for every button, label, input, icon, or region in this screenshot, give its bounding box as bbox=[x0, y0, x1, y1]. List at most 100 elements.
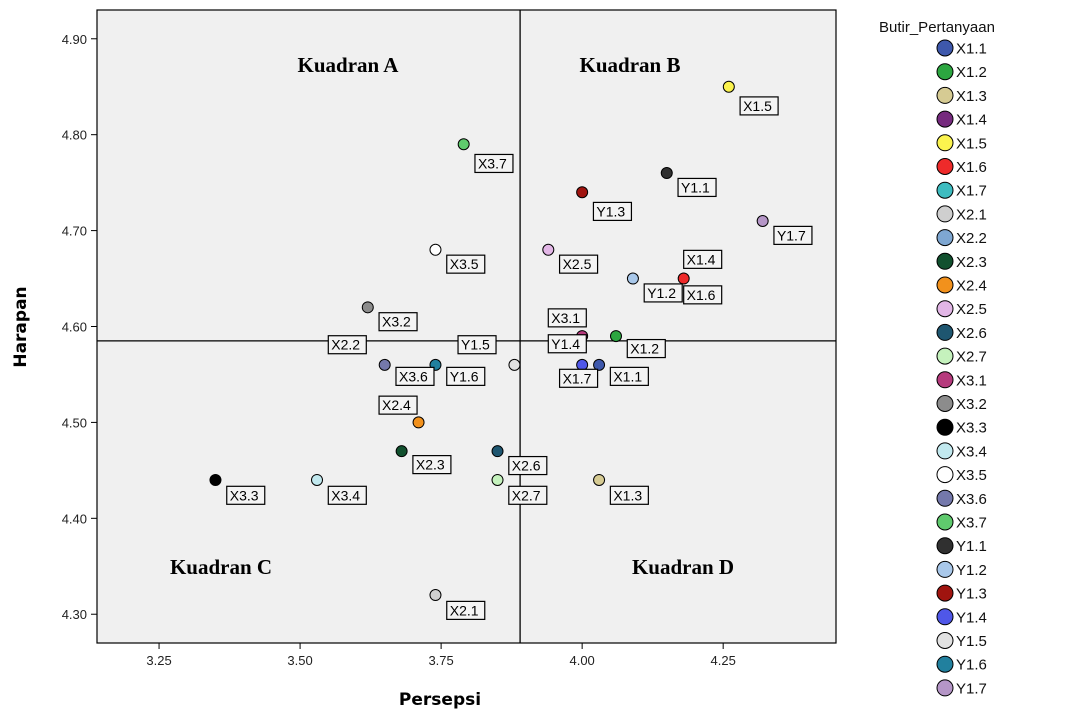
point-label-box bbox=[643, 283, 683, 303]
point-label: X1.4 bbox=[683, 249, 723, 269]
point-label-text: X1.3 bbox=[613, 487, 642, 503]
legend-entry-label: Y1.2 bbox=[956, 562, 987, 579]
point-label: Y1.1 bbox=[677, 177, 717, 198]
legend-marker bbox=[936, 205, 954, 223]
legend-title: Butir_Pertanyaan bbox=[879, 19, 995, 36]
point-label: X2.3 bbox=[412, 455, 452, 475]
point-label-text: X3.6 bbox=[399, 368, 428, 384]
point-label-text: X2.6 bbox=[512, 458, 541, 474]
data-point bbox=[593, 358, 606, 371]
legend-entry-label: X3.5 bbox=[956, 467, 987, 484]
data-point bbox=[626, 272, 639, 285]
data-point bbox=[395, 445, 408, 458]
plot-area bbox=[96, 9, 837, 644]
point-label-text: X1.5 bbox=[743, 98, 772, 114]
legend-marker bbox=[936, 39, 954, 57]
point-label-box bbox=[446, 600, 486, 620]
data-point bbox=[457, 138, 470, 151]
quadrant-labels: Kuadran A Kuadran B Kuadran C Kuadran D bbox=[170, 53, 734, 579]
point-label: X2.1 bbox=[446, 600, 486, 620]
point-label: Y1.7 bbox=[773, 225, 813, 245]
data-point bbox=[209, 473, 222, 486]
data-point bbox=[756, 215, 769, 227]
point-label-box bbox=[508, 455, 548, 476]
data-point bbox=[491, 473, 504, 486]
quadrant-label: Kuadran B bbox=[580, 53, 681, 77]
point-label-text: Y1.4 bbox=[551, 336, 580, 352]
y-tick-label: 4.40 bbox=[62, 511, 87, 526]
point-label-box bbox=[558, 254, 599, 274]
legend-marker bbox=[936, 418, 954, 436]
y-tick-label: 4.30 bbox=[62, 607, 87, 622]
point-label: X3.1 bbox=[547, 308, 587, 328]
point-label-box bbox=[683, 249, 723, 269]
legend-entry-label: X3.4 bbox=[956, 443, 987, 460]
legend-entry-label: X2.7 bbox=[956, 349, 987, 366]
legend-marker bbox=[936, 489, 954, 507]
point-label: Y1.6 bbox=[446, 366, 486, 386]
point-label-text: X3.4 bbox=[331, 487, 360, 503]
point-label-box bbox=[547, 308, 587, 328]
data-point bbox=[491, 445, 504, 458]
point-label-box bbox=[378, 312, 418, 332]
legend-marker bbox=[936, 86, 954, 104]
point-label: X3.7 bbox=[474, 153, 514, 174]
point-label-box bbox=[683, 285, 723, 305]
legend-marker bbox=[936, 466, 954, 484]
point-label-text: Y1.3 bbox=[596, 203, 625, 219]
x-tick-label: 4.00 bbox=[569, 653, 594, 668]
legend-entry-label: X3.3 bbox=[956, 420, 987, 437]
legend-marker bbox=[936, 347, 954, 365]
legend-entry-label: X1.5 bbox=[956, 135, 987, 152]
data-point bbox=[429, 243, 442, 256]
data-point bbox=[429, 589, 442, 602]
point-label: X2.7 bbox=[508, 485, 548, 505]
point-label-text: X2.5 bbox=[563, 256, 592, 272]
data-point bbox=[378, 358, 391, 371]
point-label: X2.6 bbox=[508, 455, 548, 476]
legend-marker bbox=[936, 252, 954, 270]
legend-marker bbox=[936, 608, 954, 626]
legend-marker bbox=[936, 158, 954, 175]
point-label-text: X3.3 bbox=[230, 487, 259, 503]
point-label-text: X1.6 bbox=[687, 287, 716, 303]
axis-ticks: 3.25 3.50 3.75 4.00 4.25 4.30 4.40 4.50 4.60 4.70… bbox=[62, 32, 736, 668]
legend-entry-label: X1.1 bbox=[956, 41, 987, 58]
point-label: X2.5 bbox=[558, 254, 599, 274]
legend-marker bbox=[936, 584, 954, 602]
quadrant-label: Kuadran C bbox=[170, 555, 272, 579]
point-label-box bbox=[508, 485, 548, 505]
point-labels: X1.5 X3.7 Y1.1 Y1.3 Y1.7 X3.5 X2.5 X1.4 Y1.2 X1.6… bbox=[226, 96, 813, 620]
point-label-text: Y1.6 bbox=[450, 368, 479, 384]
y-tick-label: 4.70 bbox=[62, 224, 87, 239]
legend-entry-label: X2.6 bbox=[956, 325, 987, 342]
point-label-text: X2.2 bbox=[331, 337, 360, 353]
point-label-text: X3.2 bbox=[382, 314, 411, 330]
legend-marker bbox=[936, 655, 954, 673]
x-tick-label: 3.75 bbox=[428, 653, 453, 668]
point-label: X2.4 bbox=[378, 395, 418, 415]
legend-entry-label: Y1.1 bbox=[956, 538, 987, 555]
point-label-box bbox=[474, 153, 514, 174]
data-points bbox=[209, 80, 769, 602]
legend-entry-label: X2.2 bbox=[956, 230, 987, 247]
point-label: X1.1 bbox=[609, 366, 649, 386]
legend-entry-label: X3.7 bbox=[956, 515, 987, 532]
point-label-text: X2.1 bbox=[450, 602, 479, 618]
point-label: Y1.3 bbox=[592, 201, 633, 222]
data-point bbox=[660, 167, 673, 180]
point-label-text: Y1.1 bbox=[681, 179, 710, 195]
point-label-text: X1.4 bbox=[687, 251, 716, 267]
data-point bbox=[593, 473, 606, 486]
point-label: X3.6 bbox=[395, 366, 435, 386]
data-point bbox=[361, 301, 374, 314]
point-label-box bbox=[378, 395, 418, 415]
point-label: X3.5 bbox=[446, 254, 486, 274]
point-label-box bbox=[395, 366, 435, 386]
point-label: Y1.5 bbox=[457, 335, 497, 355]
point-label: X1.7 bbox=[558, 368, 599, 388]
point-label-box bbox=[226, 485, 266, 505]
point-label-text: X3.7 bbox=[478, 155, 507, 171]
legend-entry-label: Y1.6 bbox=[956, 657, 987, 674]
